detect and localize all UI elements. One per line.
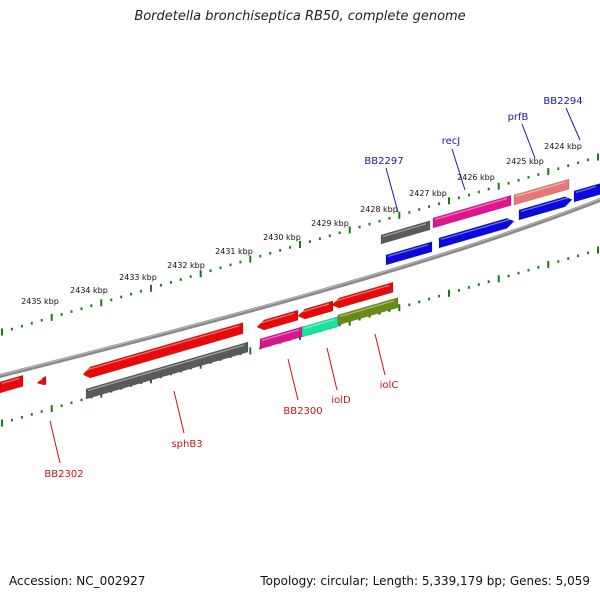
reverse-gene-red-5 <box>297 300 334 320</box>
reverse-gene-red-1 <box>0 374 24 394</box>
map-title: Bordetella bronchiseptica RB50, complete… <box>134 9 466 24</box>
reverse-gene-red-6-highlight <box>333 284 390 302</box>
gene-label-bb2302: BB2302 <box>44 469 83 480</box>
reverse-gene-red-3-highlight <box>84 325 240 371</box>
forward-gene-salmon <box>513 178 570 206</box>
gene-gray-long <box>85 341 249 400</box>
scale-label: 2433 kbp <box>119 273 157 282</box>
topology-text: Topology: circular; Length: 5,339,179 bp… <box>260 574 590 588</box>
connector-bb2297 <box>385 167 399 213</box>
reverse-gene-red-3 <box>82 322 244 379</box>
scale-label: 2427 kbp <box>409 189 447 198</box>
scale-label: 2432 kbp <box>167 261 205 270</box>
gene-olive <box>337 297 399 326</box>
forward-gene-blue-2-highlight <box>440 218 511 240</box>
gene-label-iold: iolD <box>331 395 351 406</box>
forward-gene-blue-3 <box>573 183 600 203</box>
label-connectors <box>49 107 581 464</box>
connector-iolc <box>374 333 386 376</box>
gene-gray-long-highlight <box>87 344 245 391</box>
accession-text: Accession: NC_002927 <box>9 574 146 588</box>
scale-label: 2430 kbp <box>263 233 301 242</box>
forward-gene-gray <box>380 220 431 245</box>
scale-label: 2434 kbp <box>70 286 108 295</box>
forward-gene-salmon-highlight <box>515 181 566 197</box>
reverse-gene-red-6 <box>331 281 394 309</box>
gene-label-sphb3: sphB3 <box>171 439 202 450</box>
scale-label: 2435 kbp <box>21 297 59 306</box>
reverse-gene-red-5-highlight <box>299 303 330 313</box>
gene-features <box>0 178 600 400</box>
gene-magenta-2-highlight <box>261 329 300 341</box>
forward-gene-gray-highlight <box>382 223 427 237</box>
forward-gene-blue-1 <box>385 241 433 266</box>
scale-label: 2426 kbp <box>457 173 495 182</box>
gene-label-bb2300: BB2300 <box>283 406 322 417</box>
gene-label-iolc: iolC <box>380 380 399 391</box>
gene-olive-highlight <box>339 300 395 317</box>
scale-label: 2424 kbp <box>544 142 582 151</box>
connector-bb2302 <box>49 420 61 464</box>
scale-label: 2429 kbp <box>311 219 349 228</box>
forward-gene-blue-3-highlight <box>520 197 569 212</box>
reverse-gene-red-1-highlight <box>1 377 20 384</box>
reverse-gene-red-4-highlight <box>258 312 295 324</box>
forward-gene-blue-2 <box>438 217 515 249</box>
forward-gene-magenta-highlight <box>434 197 508 220</box>
scale-label: 2425 kbp <box>506 157 544 166</box>
gene-label-bb2297: BB2297 <box>364 156 403 167</box>
genome-backbone-highlight <box>0 198 600 376</box>
reverse-gene-red-2 <box>36 375 47 386</box>
gene-label-prfb: prfB <box>508 112 529 123</box>
gene-label-recj: recJ <box>442 136 461 147</box>
connector-bb2300 <box>287 358 299 401</box>
reverse-gene-red-4 <box>256 309 299 331</box>
connector-bb2294 <box>565 107 581 141</box>
gene-label-bb2294: BB2294 <box>543 96 582 107</box>
scale-label: 2431 kbp <box>215 247 253 256</box>
connector-prfb <box>521 123 536 159</box>
forward-gene-blue-3-highlight <box>575 186 597 193</box>
connector-recj <box>451 148 466 191</box>
gene-green <box>301 316 339 338</box>
scale-label: 2428 kbp <box>360 205 398 214</box>
genome-backbone <box>0 198 600 378</box>
connector-sphb3 <box>173 390 185 434</box>
forward-gene-blue-1-highlight <box>387 244 429 257</box>
connector-iold <box>326 347 338 391</box>
gene-labels: BB2294 prfB recJ BB2297 BB2300 iolD iolC sphB3 B… <box>44 96 582 480</box>
forward-gene-blue-3 <box>518 196 573 221</box>
forward-gene-magenta <box>432 195 512 229</box>
outer-tick-row <box>1 153 599 336</box>
reverse-gene-red-2-highlight <box>38 379 43 381</box>
gene-green-highlight <box>303 319 335 329</box>
